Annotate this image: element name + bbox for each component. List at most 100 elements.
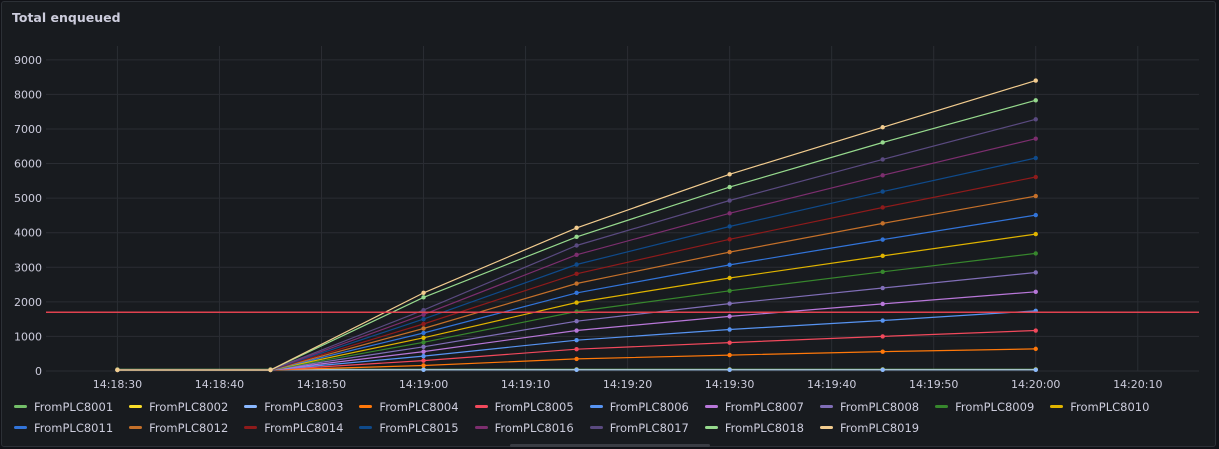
data-point[interactable] [421,349,426,354]
data-point[interactable] [1033,155,1038,161]
legend-item[interactable]: FromPLC8002 [129,398,228,415]
data-point[interactable] [727,224,732,229]
panel-title[interactable]: Total enqueued [12,10,121,25]
data-point[interactable] [574,367,579,372]
data-point[interactable] [1033,328,1038,333]
legend-item[interactable]: FromPLC8009 [935,398,1034,415]
data-point[interactable] [880,301,885,307]
legend-item[interactable]: FromPLC8012 [129,419,228,436]
data-point[interactable] [574,328,579,333]
data-point[interactable] [727,262,732,268]
data-point[interactable] [727,249,732,255]
data-point[interactable] [421,330,426,336]
data-point[interactable] [880,318,885,323]
data-point[interactable] [727,198,732,203]
data-point[interactable] [574,300,579,305]
legend-item[interactable]: FromPLC8006 [589,398,689,415]
legend-item[interactable]: FromPLC8019 [819,419,919,436]
data-point[interactable] [727,172,732,177]
data-point[interactable] [574,234,579,240]
data-point[interactable] [727,184,732,190]
data-point[interactable] [727,352,732,358]
data-point[interactable] [421,326,426,331]
data-point[interactable] [574,262,579,267]
data-point[interactable] [574,347,579,352]
data-point[interactable] [421,344,426,349]
data-point[interactable] [421,358,426,363]
data-point[interactable] [421,316,426,322]
data-point[interactable] [727,367,732,372]
data-point[interactable] [727,301,732,306]
data-point[interactable] [574,290,579,296]
data-point[interactable] [1033,174,1038,180]
data-point[interactable] [115,367,120,373]
data-point[interactable] [421,353,426,359]
legend-item[interactable]: FromPLC8007 [704,398,804,415]
legend-item[interactable]: FromPLC8017 [589,419,689,436]
legend-item[interactable]: FromPLC8016 [474,419,574,436]
data-point[interactable] [880,221,885,226]
data-point[interactable] [880,367,885,372]
data-point[interactable] [268,367,273,373]
data-point[interactable] [421,340,426,345]
data-point[interactable] [880,253,885,259]
legend-item[interactable]: FromPLC8001 [14,398,113,415]
data-point[interactable] [880,285,885,291]
data-point[interactable] [880,157,885,162]
data-point[interactable] [574,243,579,248]
data-point[interactable] [727,237,732,242]
data-point[interactable] [880,189,885,194]
data-point[interactable] [1033,98,1038,103]
data-point[interactable] [1033,231,1038,237]
data-point[interactable] [421,290,426,296]
data-point[interactable] [1033,346,1038,352]
data-point[interactable] [880,140,885,145]
data-point[interactable] [421,295,426,300]
data-point[interactable] [1033,212,1038,218]
data-point[interactable] [421,312,426,317]
data-point[interactable] [574,252,579,258]
data-point[interactable] [880,125,885,130]
data-point[interactable] [574,319,579,324]
data-point[interactable] [574,338,579,343]
data-point[interactable] [880,237,885,242]
data-point[interactable] [880,269,885,274]
data-point[interactable] [1033,270,1038,275]
data-point[interactable] [574,225,579,231]
data-point[interactable] [1033,367,1038,372]
data-point[interactable] [727,275,732,281]
legend-item[interactable]: FromPLC8005 [474,398,574,415]
legend-item[interactable]: FromPLC8003 [244,398,343,415]
data-point[interactable] [574,271,579,277]
data-point[interactable] [727,314,732,319]
data-point[interactable] [574,356,579,362]
data-point[interactable] [421,363,426,368]
legend-item[interactable]: FromPLC8015 [359,419,459,436]
data-point[interactable] [727,340,732,345]
data-point[interactable] [1033,78,1038,83]
data-point[interactable] [1033,117,1038,122]
data-point[interactable] [880,205,885,210]
data-point[interactable] [1033,289,1038,295]
data-point[interactable] [727,327,732,332]
legend-item[interactable]: FromPLC8014 [244,419,343,436]
panel-resize-handle[interactable] [510,444,710,447]
series-line-fromplc8019[interactable] [117,80,1036,371]
legend-item[interactable]: FromPLC8011 [14,419,113,436]
data-point[interactable] [1033,136,1038,141]
data-point[interactable] [727,211,732,216]
data-point[interactable] [574,281,579,286]
legend-item[interactable]: FromPLC8004 [359,398,459,415]
legend-item[interactable]: FromPLC8018 [704,419,804,436]
legend-item[interactable]: FromPLC8008 [819,398,919,415]
data-point[interactable] [1033,193,1038,199]
data-point[interactable] [880,173,885,178]
data-point[interactable] [880,349,885,354]
data-point[interactable] [1033,251,1038,256]
data-point[interactable] [880,334,885,339]
data-point[interactable] [727,288,732,293]
data-point[interactable] [421,367,426,372]
legend-item[interactable]: FromPLC8010 [1050,398,1149,415]
data-point[interactable] [421,321,426,327]
data-point[interactable] [421,335,426,341]
